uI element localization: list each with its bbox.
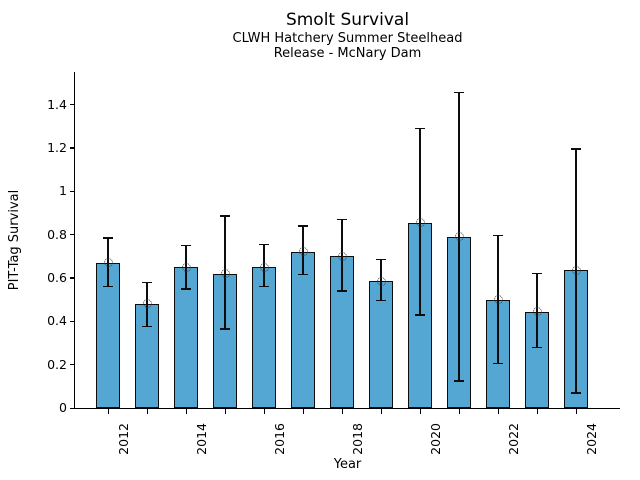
error-cap-upper-2022: [493, 234, 503, 237]
bar-2019: [369, 281, 393, 408]
y-axis-spine: [74, 72, 76, 409]
y-tick-label: 0.6: [47, 269, 67, 285]
x-tick: [107, 409, 109, 414]
error-cap-lower-2015: [220, 328, 230, 330]
x-tick-label-2018: 2018: [350, 423, 365, 455]
x-tick: [419, 409, 421, 414]
error-cap-upper-2014: [181, 244, 191, 247]
error-cap-upper-2018: [337, 218, 347, 221]
error-cap-upper-2016: [259, 243, 269, 246]
error-cap-lower-2023: [532, 346, 542, 349]
error-cap-upper-2019: [376, 258, 386, 261]
point-marker-2021: [454, 232, 464, 242]
error-cap-lower-2020: [415, 314, 425, 316]
y-tick: [69, 407, 74, 409]
x-tick: [224, 409, 226, 414]
x-tick: [575, 409, 577, 414]
error-cap-lower-2018: [337, 290, 347, 292]
error-cap-upper-2020: [415, 127, 425, 130]
point-marker-2020: [415, 218, 425, 228]
error-cap-lower-2021: [454, 380, 464, 382]
x-tick: [185, 409, 187, 414]
x-tick-label-2012: 2012: [116, 423, 131, 455]
chart-subtitle-line1: CLWH Hatchery Summer Steelhead: [232, 31, 463, 46]
x-tick-label-2024: 2024: [584, 423, 599, 455]
error-cap-upper-2024: [571, 148, 581, 150]
x-tick: [146, 409, 148, 414]
x-tick: [458, 409, 460, 414]
point-marker-2022: [493, 295, 503, 305]
y-tick-label: 0.2: [47, 356, 67, 372]
x-tick: [263, 409, 265, 414]
y-tick-label: 0: [59, 400, 67, 415]
x-tick: [341, 409, 343, 414]
error-cap-lower-2024: [571, 392, 581, 394]
error-cap-upper-2021: [454, 91, 464, 94]
chart-title: Smolt Survival: [285, 10, 410, 30]
error-cap-lower-2017: [298, 273, 308, 276]
y-tick: [69, 364, 74, 366]
point-marker-2013: [142, 299, 152, 309]
y-tick: [69, 234, 74, 236]
x-tick: [497, 409, 499, 414]
plot-area: 0 0.2 0.4 0.6 0.8 1 1.2 1.4 2012 2014 2016 2018 2020…: [47, 72, 620, 455]
point-marker-2017: [298, 247, 308, 257]
x-axis-label: Year: [333, 457, 362, 472]
x-tick-label-2020: 2020: [428, 423, 443, 455]
error-cap-lower-2022: [493, 362, 503, 365]
error-cap-upper-2015: [220, 215, 230, 217]
y-tick: [69, 104, 74, 106]
error-cap-lower-2012: [103, 285, 113, 288]
point-marker-2018: [337, 251, 347, 261]
error-cap-upper-2023: [532, 272, 542, 275]
bar-2016: [252, 267, 276, 408]
error-cap-lower-2014: [181, 288, 191, 290]
error-cap-lower-2019: [376, 299, 386, 302]
y-tick: [69, 320, 74, 323]
x-tick-label-2022: 2022: [506, 423, 521, 455]
y-tick: [69, 190, 74, 193]
bar-2014: [174, 267, 198, 408]
x-tick-label-2014: 2014: [194, 423, 209, 455]
x-tick-label-2016: 2016: [272, 423, 287, 455]
y-tick-label: 1.4: [47, 96, 67, 112]
point-marker-2019: [376, 276, 386, 286]
x-tick: [380, 409, 382, 414]
point-marker-2014: [181, 262, 191, 272]
error-cap-upper-2017: [298, 225, 308, 227]
error-cap-upper-2013: [142, 281, 152, 284]
y-tick: [69, 277, 74, 279]
point-marker-2016: [259, 262, 269, 272]
y-tick-label: 0.8: [47, 226, 67, 242]
chart-subtitle-line2: Release - McNary Dam: [273, 46, 422, 61]
bar-2015: [213, 273, 237, 408]
point-marker-2012: [103, 258, 113, 268]
error-cap-lower-2016: [259, 285, 269, 288]
y-tick-label: 1.2: [47, 139, 67, 155]
error-cap-upper-2012: [103, 237, 113, 239]
x-tick: [302, 409, 304, 414]
x-tick: [536, 409, 538, 414]
bar-2017: [291, 251, 315, 408]
y-axis-label: PIT-Tag Survival: [7, 189, 22, 291]
y-tick-label: 1: [59, 183, 67, 199]
point-marker-2024: [571, 265, 581, 275]
y-tick: [69, 147, 74, 149]
point-marker-2015: [220, 269, 230, 279]
point-marker-2023: [532, 307, 542, 317]
y-tick-label: 0.4: [47, 313, 67, 329]
x-axis-spine: [74, 408, 620, 410]
error-cap-lower-2013: [142, 325, 152, 328]
